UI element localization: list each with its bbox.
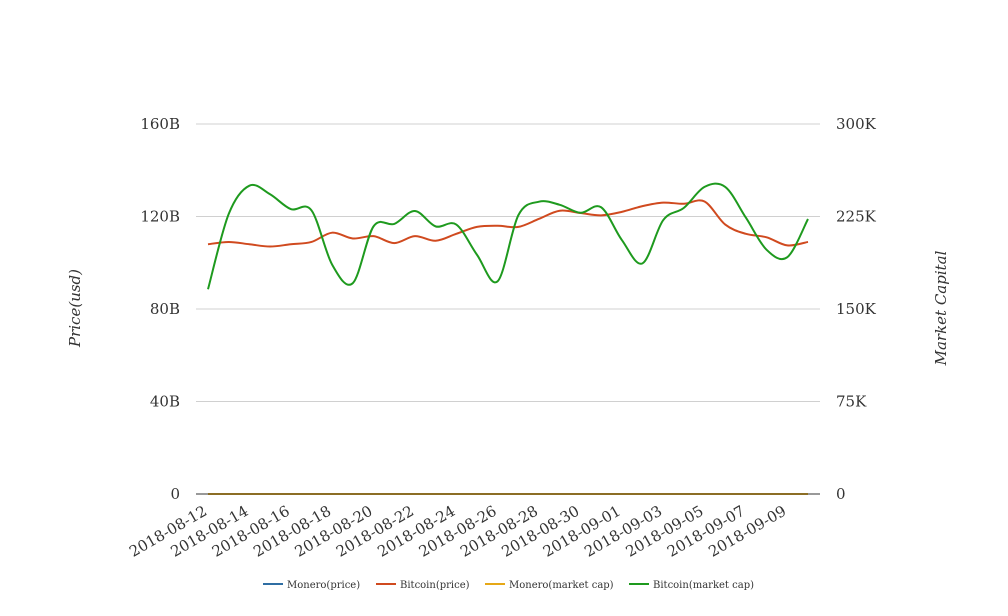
grid-lines <box>196 123 820 402</box>
y-right-tick-label: 75K <box>836 393 867 411</box>
y-left-tick-label: 120B <box>140 208 180 226</box>
y-axis-right-title: Market Capital <box>932 250 950 366</box>
y-left-tick-label: 0 <box>170 485 180 503</box>
legend: Monero(price) Bitcoin(price) Monero(market… <box>263 580 754 591</box>
plot-area <box>207 182 809 495</box>
y-right-tick-label: 150K <box>836 300 877 318</box>
y-left-tick-label: 40B <box>150 393 180 411</box>
legend-label: Monero(price) <box>287 580 360 591</box>
series-line-bitcoin-market-cap <box>207 182 809 290</box>
y-axis-left-title: Price(usd) <box>66 269 84 348</box>
series-line-bitcoin-price <box>207 199 809 248</box>
legend-label: Monero(market cap) <box>509 580 614 591</box>
y-right-tick-label: 0 <box>836 485 846 503</box>
y-left-tick-label: 160B <box>140 115 180 133</box>
y-right-tick-label: 225K <box>836 208 877 226</box>
y-right-tick-label: 300K <box>836 115 877 133</box>
y-left-tick-label: 80B <box>150 300 180 318</box>
legend-label: Bitcoin(market cap) <box>653 580 754 591</box>
legend-label: Bitcoin(price) <box>400 580 470 591</box>
